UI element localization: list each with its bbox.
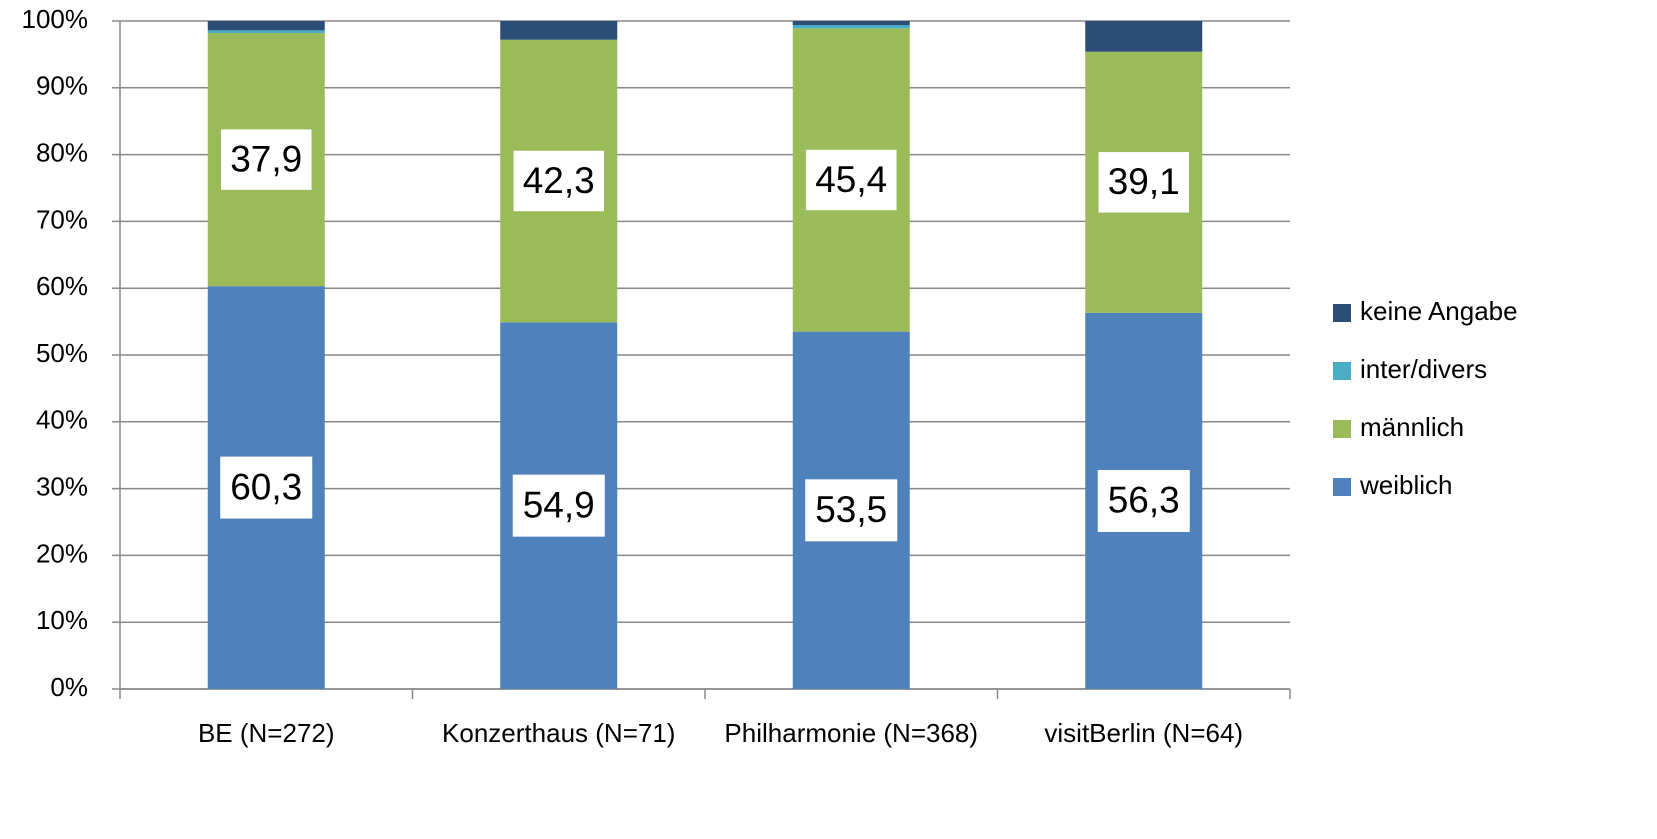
bar-segment [792,21,910,26]
data-label: 56,3 [1108,480,1180,521]
data-label: 42,3 [523,160,595,201]
data-label-box [511,149,606,213]
data-label: 45,4 [815,159,887,200]
legend-swatch [1333,420,1351,438]
data-label-box [512,474,605,537]
x-tick-label: Konzerthaus (N=71) [442,718,675,748]
y-tick-label: 0% [50,672,88,702]
y-tick-label: 100% [22,4,89,34]
bar-segment [207,30,325,34]
x-tick-label: visitBerlin (N=64) [1044,718,1243,748]
bar-segment [1085,21,1203,52]
bar-segment [207,21,325,31]
data-label-box [220,456,313,519]
y-tick-label: 80% [36,137,88,167]
legend-label: inter/divers [1360,354,1487,384]
legend-label: keine Angabe [1360,296,1518,326]
y-tick-label: 20% [36,538,88,568]
data-label-box [219,127,314,192]
x-tick-label: BE (N=272) [198,718,335,748]
legend-swatch [1333,478,1351,496]
legend-label: männlich [1360,412,1464,442]
y-tick-label: 90% [36,71,88,101]
y-tick-label: 30% [36,471,88,501]
x-tick-label: Philharmonie (N=368) [724,718,978,748]
data-label: 39,1 [1108,161,1180,202]
y-tick-label: 70% [36,204,88,234]
bar-segment [792,25,910,29]
data-label: 54,9 [523,484,595,525]
y-tick-label: 40% [36,405,88,435]
legend-label: weiblich [1359,470,1453,500]
data-label: 53,5 [815,489,887,530]
data-label-box [1096,150,1191,215]
data-label: 60,3 [230,466,302,507]
data-label-box [805,479,898,542]
bar-segment [500,21,618,40]
data-label: 37,9 [230,138,302,179]
y-tick-label: 60% [36,271,88,301]
data-label-box [804,148,899,212]
y-tick-label: 50% [36,338,88,368]
y-tick-label: 10% [36,605,88,635]
legend-swatch [1333,362,1351,380]
data-label-box [1097,469,1190,532]
legend-swatch [1333,304,1351,322]
